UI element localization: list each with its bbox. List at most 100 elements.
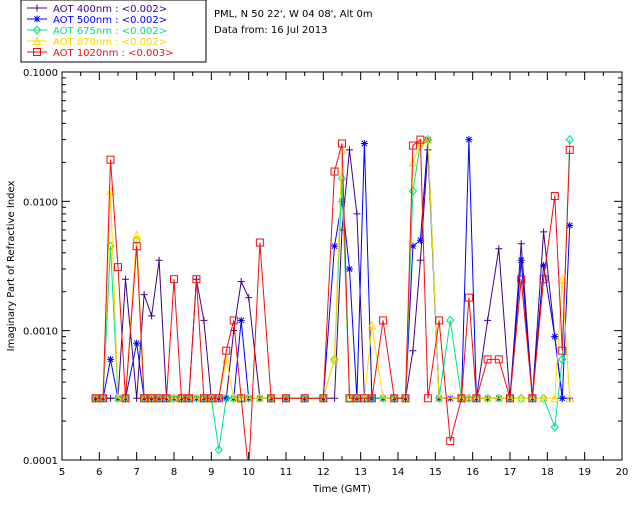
plus-marker [416,256,424,264]
triangle-marker [330,354,339,364]
asterisk-marker [465,136,473,144]
asterisk-marker [517,256,525,264]
square-marker [483,355,492,364]
y-tick-label: 0.0010 [23,327,58,338]
square-marker [338,139,346,148]
series-line [95,138,571,460]
plus-marker [200,316,208,324]
triangle-marker [169,393,179,403]
plus-marker [484,316,492,324]
square-marker [282,394,290,403]
square-marker [464,293,473,302]
x-tick-label: 13 [354,467,367,478]
y-tick-label: 0.0100 [23,197,58,208]
plus-marker [353,210,361,218]
triangle-marker [229,393,239,403]
square-marker [121,394,130,403]
square-marker [565,145,574,154]
square-marker [506,394,514,403]
asterisk-marker [237,316,245,324]
plus-marker [495,245,503,253]
diamond-marker [550,422,559,432]
square-marker [423,394,432,403]
y-tick-label: 0.1000 [23,68,58,79]
plus-marker [331,394,339,402]
date-info: Data from: 16 Jul 2013 [214,25,327,36]
legend: AOT 400nm : <0.002>AOT 500nm : <0.002>AO… [27,4,173,59]
plus-marker [155,256,163,264]
x-tick-label: 7 [133,467,139,478]
square-marker [435,316,444,325]
plus-marker [540,228,548,236]
x-tick-label: 14 [392,467,405,478]
series-4 [91,135,574,460]
asterisk-marker [338,197,346,205]
triangle-marker [557,274,567,284]
square-marker [379,316,388,325]
triangle-marker [539,393,548,403]
plus-marker [133,394,141,402]
asterisk-marker [345,265,353,273]
diamond-marker [32,25,42,35]
site-info: PML, N 50 22', W 04 08', Alt 0m [214,9,373,20]
triangle-marker [423,135,433,144]
square-marker [170,275,178,284]
x-tick-label: 11 [280,467,293,478]
triangle-marker [434,393,444,403]
triangle-marker [445,393,455,403]
square-marker [416,135,425,144]
axis-ticks: 5 6 7 8 9 10 11 12 13 14 15 16 17 18 19 20 0.0001 0.0010 0… [23,68,628,478]
square-marker [33,48,41,56]
square-marker [330,167,339,176]
plus-marker [121,275,129,283]
square-marker [401,394,410,403]
plus-marker [517,240,525,248]
triangle-marker [132,230,141,239]
square-marker [114,263,122,272]
asterisk-marker [566,222,574,230]
x-tick-label: 20 [616,467,629,478]
square-marker [237,394,246,403]
square-marker [162,394,171,403]
square-marker [132,242,141,251]
diamond-marker [408,186,418,196]
square-marker [494,355,503,364]
square-marker [550,191,559,200]
asterisk-marker [540,261,548,269]
x-tick-label: 9 [208,467,214,478]
square-marker [192,275,201,284]
square-marker [99,394,108,403]
square-marker [517,275,526,284]
x-tick-label: 19 [578,467,591,478]
triangle-marker [408,157,418,167]
triangle-marker [516,393,526,403]
asterisk-marker [360,140,368,148]
square-marker [446,437,455,446]
x-axis-title: Time (GMT) [312,484,371,495]
x-tick-label: 6 [96,467,102,478]
triangle-marker [378,393,388,403]
triangle-marker [367,320,377,330]
triangle-marker [565,393,575,403]
diamond-marker [565,134,574,145]
x-tick-label: 18 [541,467,554,478]
series-line [95,138,571,450]
series-2 [91,134,574,455]
y-axis-title: Imaginary Part of Refractive Index [6,181,17,352]
x-tick-label: 17 [504,467,517,478]
square-marker [184,394,193,403]
asterisk-marker [558,394,566,402]
plus-marker [345,146,353,154]
square-marker [472,394,481,403]
square-marker [367,394,376,403]
legend-label: AOT 1020nm : <0.003> [53,48,173,59]
diamond-marker [214,444,223,455]
asterisk-marker [331,242,339,250]
square-marker [558,346,567,355]
legend-label: AOT 400nm : <0.002> [53,4,167,15]
diamond-marker [558,354,567,365]
triangle-marker [113,393,123,403]
square-marker [267,394,276,403]
asterisk-marker [409,242,417,250]
plus-marker [140,291,148,299]
